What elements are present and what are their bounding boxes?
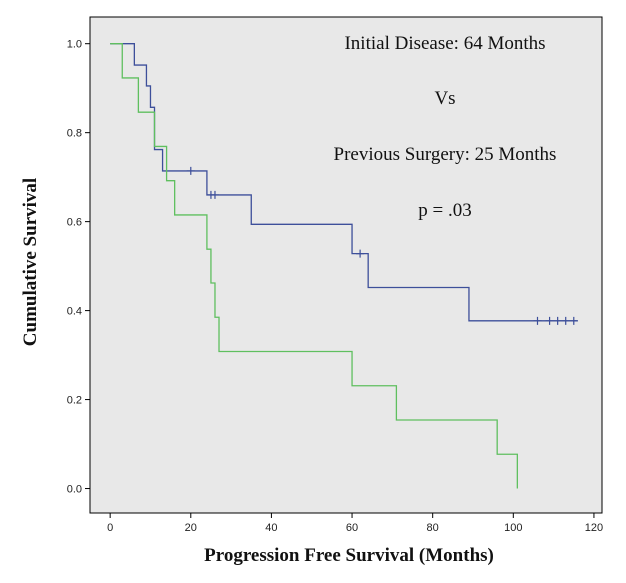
annotation-initial-disease: Initial Disease: 64 Months	[344, 33, 545, 54]
censor-mark	[569, 316, 578, 325]
y-tick-label: 0.6	[67, 217, 82, 229]
censor-mark	[553, 316, 562, 325]
y-tick-label: 0.8	[67, 128, 82, 140]
x-tick-label: 0	[107, 522, 113, 534]
censor-mark	[533, 316, 542, 325]
annotation-vs: Vs	[434, 88, 455, 109]
y-tick-label: 0.0	[67, 484, 82, 496]
x-tick-label: 60	[346, 522, 358, 534]
x-tick-label: 120	[585, 522, 603, 534]
series-layer	[110, 43, 578, 489]
annotation-previous-surgery: Previous Surgery: 25 Months	[334, 144, 557, 165]
annotation-layer: Initial Disease: 64 Months Vs Previous S…	[334, 33, 557, 221]
censor-mark	[210, 190, 219, 199]
y-axis-title: Cumulative Survival	[20, 178, 41, 346]
survival-curve-1	[110, 43, 578, 322]
x-tick-label: 80	[427, 522, 439, 534]
x-axis-title: Progression Free Survival (Months)	[204, 545, 494, 566]
censor-mark	[356, 249, 365, 258]
survival-curve-2	[110, 43, 518, 489]
x-tick-label: 40	[265, 522, 277, 534]
annotation-p-value: p = .03	[418, 200, 471, 221]
censor-mark	[545, 316, 554, 325]
plot-area	[89, 16, 603, 514]
x-tick-label: 100	[504, 522, 522, 534]
y-tick-label: 0.2	[67, 395, 82, 407]
x-tick-label: 20	[185, 522, 197, 534]
y-tick-label: 1.0	[67, 39, 82, 51]
y-tick-label: 0.4	[67, 306, 82, 318]
censor-mark	[186, 166, 195, 175]
censor-mark	[561, 316, 570, 325]
axes: 0 20 40 60 80 100 120 0.0 0.2 0.4 0.6 0.8 1.0	[67, 39, 603, 534]
